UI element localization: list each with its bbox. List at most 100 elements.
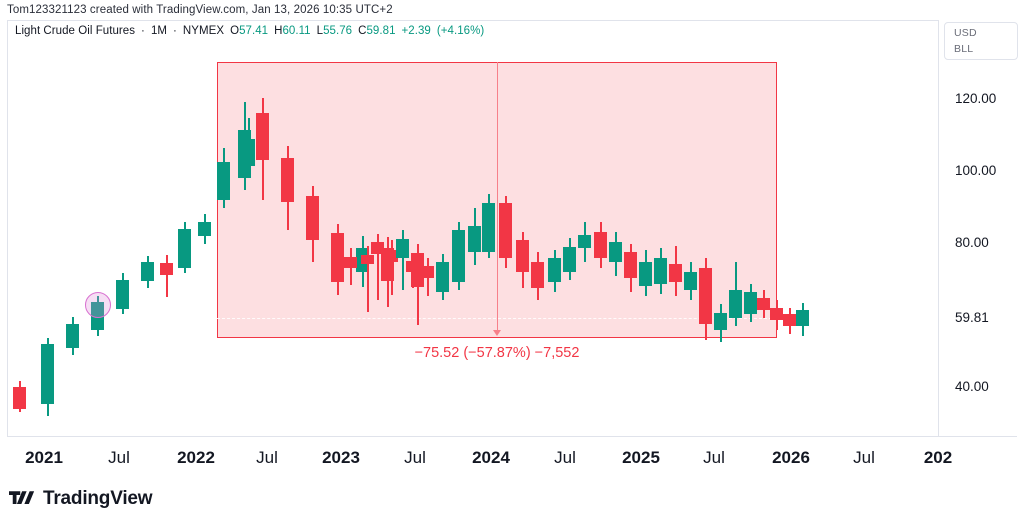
time-axis-tick: 2025	[622, 448, 660, 467]
candlestick-body	[160, 263, 173, 275]
candlestick-wick	[166, 255, 168, 297]
time-axis-tick: Jul	[108, 448, 130, 467]
candlestick-body	[306, 196, 319, 240]
currency-label: USD	[954, 27, 977, 39]
time-axis-tick: 2026	[772, 448, 810, 467]
time-axis-tick: Jul	[256, 448, 278, 467]
time-axis[interactable]: 2021 Jul 2022 Jul 2023 Jul 2024 Jul 2025 Jul 2026 J…	[7, 436, 1017, 476]
candlestick-body	[624, 252, 637, 278]
candlestick-body	[256, 113, 269, 160]
candlestick-body	[796, 310, 809, 326]
candlestick-body	[578, 235, 591, 248]
candlestick-body	[396, 239, 409, 258]
time-axis-tick: 2021	[25, 448, 63, 467]
candlestick-body	[654, 258, 667, 284]
legend-symbol[interactable]: Light Crude Oil Futures	[15, 25, 136, 37]
tradingview-wordmark: TradingView	[43, 488, 153, 509]
candlestick-body	[770, 308, 783, 320]
legend-separator-2: ·	[173, 25, 177, 37]
candlestick-body	[516, 240, 529, 272]
candlestick-body	[371, 242, 384, 254]
candlestick-body	[331, 233, 344, 282]
time-axis-tick: 202	[923, 448, 953, 467]
candlestick-body	[548, 258, 561, 282]
unit-label: BLL	[954, 43, 974, 55]
candlestick-body	[281, 158, 294, 202]
candlestick-body	[684, 272, 697, 290]
attribution-text: Tom123321123 created with TradingView.co…	[7, 4, 393, 16]
tradingview-logo: TradingView	[9, 488, 153, 510]
legend-open-label: O	[230, 25, 240, 37]
legend-exchange: NYMEX	[182, 25, 225, 37]
time-axis-tick: 2024	[472, 448, 510, 467]
chart-frame	[7, 20, 1017, 436]
measurement-arrow-line	[497, 62, 498, 330]
candlestick-body	[116, 280, 129, 309]
candlestick-body	[385, 250, 398, 262]
candlestick-wick	[367, 246, 369, 312]
candlestick-body	[468, 226, 481, 252]
candlestick-body	[609, 242, 622, 262]
chart-legend[interactable]: Light Crude Oil Futures · 1M · NYMEX O57.41 H6…	[15, 25, 484, 37]
candlestick-body	[41, 344, 54, 404]
legend-high-label: H	[274, 25, 283, 37]
time-axis-tick: 2022	[177, 448, 215, 467]
candlestick-body	[594, 232, 607, 258]
time-axis-tick: Jul	[404, 448, 426, 467]
candlestick-body	[411, 253, 424, 287]
legend-low-label: L	[316, 25, 324, 37]
candlestick-body	[436, 262, 449, 292]
time-axis-tick: 2023	[322, 448, 360, 467]
candlestick-body	[757, 298, 770, 310]
legend-interval[interactable]: 1M	[150, 25, 168, 37]
candlestick-body	[639, 262, 652, 286]
candlestick-body	[198, 222, 211, 236]
candlestick-wick	[377, 234, 379, 300]
time-axis-tick: Jul	[703, 448, 725, 467]
price-axis-tick: 59.81	[955, 310, 989, 325]
candlestick-body	[421, 266, 434, 278]
candlestick-wick	[391, 240, 393, 295]
measurement-arrowhead-icon	[493, 330, 501, 336]
candlestick-body	[13, 387, 26, 409]
candlestick-body	[563, 247, 576, 272]
legend-change-percent: (+4.16%)	[436, 25, 485, 37]
candlestick-body	[361, 255, 374, 264]
price-axis-tick: 40.00	[955, 379, 989, 394]
candlestick-body	[66, 324, 79, 348]
candlestick-body	[744, 292, 757, 314]
legend-high-value: 60.11	[282, 25, 311, 37]
candlestick-body	[217, 162, 230, 200]
candlestick-body	[482, 203, 495, 252]
candlestick-wick	[402, 230, 404, 290]
candlestick-body	[141, 262, 154, 281]
circle-marker-annotation[interactable]	[85, 292, 111, 318]
candlestick-body	[783, 314, 796, 326]
candlestick-body	[699, 268, 712, 324]
candlestick-body	[499, 203, 512, 258]
legend-open-value: 57.41	[239, 25, 269, 37]
measurement-label: −75.52 (−57.87%) −7,552	[414, 345, 580, 361]
legend-change: +2.39	[401, 25, 431, 37]
candlestick-body	[242, 139, 255, 166]
price-axis-tick: 80.00	[955, 235, 989, 250]
currency-unit-box[interactable]: USD BLL	[944, 22, 1018, 60]
price-axis[interactable]: 120.00 100.00 80.00 59.81 40.00	[938, 20, 1024, 436]
price-axis-tick: 120.00	[955, 91, 997, 106]
candlestick-body	[452, 230, 465, 282]
candlestick-body	[669, 264, 682, 282]
time-axis-tick: Jul	[554, 448, 576, 467]
candlestick-body	[729, 290, 742, 318]
legend-close-label: C	[358, 25, 367, 37]
legend-low-value: 55.76	[323, 25, 353, 37]
tradingview-mark-icon	[9, 490, 35, 504]
time-axis-tick: Jul	[853, 448, 875, 467]
legend-separator-1: ·	[141, 25, 145, 37]
candlestick-body	[178, 229, 191, 268]
chart-plot-area[interactable]	[8, 20, 938, 436]
legend-close-value: 59.81	[366, 25, 396, 37]
candlestick-body	[531, 262, 544, 288]
candlestick-body	[344, 257, 357, 268]
price-axis-tick: 100.00	[955, 163, 997, 178]
